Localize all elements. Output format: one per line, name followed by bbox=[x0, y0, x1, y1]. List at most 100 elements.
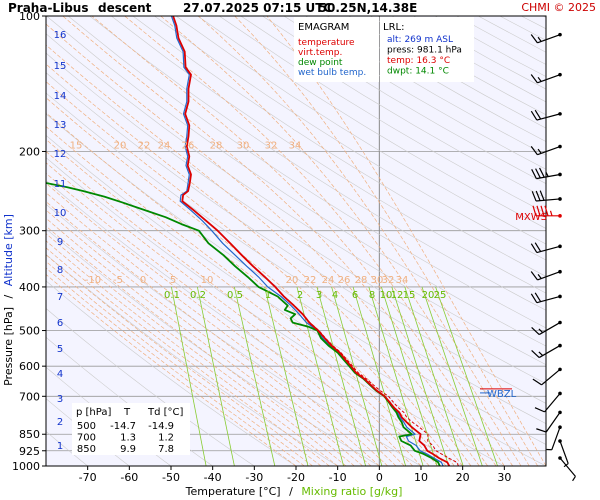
adiabat-value-label: 34 bbox=[289, 140, 302, 151]
marker-wbzl: WBZL bbox=[480, 388, 517, 400]
dry-adiabat-line bbox=[240, 16, 546, 199]
pressure-tick-label: 600 bbox=[19, 360, 40, 373]
wind-barb-feather bbox=[530, 293, 538, 303]
moist-adiabat-line bbox=[46, 192, 388, 466]
table-cell: -14.7 bbox=[110, 421, 136, 432]
moist-adiabat-line bbox=[46, 217, 363, 466]
svg-text:Temperature [°C] /: Temperature [°C] / Mixing ratio [g/kg] bbox=[185, 485, 403, 498]
wind-barb-station bbox=[558, 456, 562, 460]
table-cell: 500 bbox=[77, 421, 96, 432]
adiabat-value-label: 32 bbox=[265, 140, 278, 151]
dry-adiabat-line bbox=[132, 16, 546, 277]
adiabat-value-label: 10 bbox=[201, 275, 214, 286]
wind-barb-feather bbox=[530, 74, 538, 84]
temperature-tick-label: -20 bbox=[287, 471, 305, 484]
mixing-ratio-value-label: 32 bbox=[382, 275, 395, 286]
altitude-tick-label: 13 bbox=[54, 120, 67, 131]
wind-barb-station bbox=[558, 197, 562, 201]
dry-adiabat-line bbox=[46, 113, 546, 445]
dry-adiabat-line bbox=[586, 16, 600, 466]
wind-barb-station bbox=[558, 367, 562, 372]
dry-adiabat-line bbox=[219, 16, 546, 214]
temperature-tick-label: -60 bbox=[120, 471, 138, 484]
altitude-tick-label: 9 bbox=[57, 237, 63, 248]
dry-adiabat-line bbox=[46, 52, 546, 385]
header: Praha-Libus descent 27.07.2025 07:15 UTC… bbox=[8, 1, 596, 15]
wind-barb bbox=[530, 72, 562, 84]
mixing-ratio-value-label: 0.1 bbox=[164, 290, 180, 301]
moist-adiabat-line bbox=[46, 201, 380, 466]
mixing-ratio-value-label: 15 bbox=[403, 290, 416, 301]
x-axis-separator: / bbox=[289, 485, 293, 498]
dry-adiabat-line bbox=[542, 16, 546, 18]
mixing-ratio-value-label: 0.5 bbox=[227, 290, 243, 301]
table-cell: 7.8 bbox=[158, 444, 174, 455]
wind-barb-staff bbox=[559, 440, 569, 464]
mixing-ratio-value-label: 1 bbox=[265, 290, 271, 301]
moist-adiabat-line bbox=[46, 273, 297, 466]
wind-barb-station bbox=[558, 294, 562, 299]
mixing-ratio-value-label: 30 bbox=[371, 275, 384, 286]
moist-adiabat-line bbox=[46, 44, 480, 466]
dry-adiabat-line bbox=[154, 16, 546, 261]
wind-barb-station bbox=[558, 144, 562, 149]
table-cell: 1.3 bbox=[120, 433, 136, 444]
wind-barb-station bbox=[558, 425, 562, 430]
wind-barb-staff bbox=[545, 412, 561, 433]
table-cell: 1.2 bbox=[158, 433, 174, 444]
wind-barb bbox=[530, 292, 562, 304]
moist-adiabat-line bbox=[46, 267, 305, 466]
wind-barb-station bbox=[558, 343, 562, 348]
table-cell: 700 bbox=[77, 433, 96, 444]
wind-barb-feather bbox=[531, 326, 540, 335]
moist-adiabat-line bbox=[46, 182, 397, 466]
mixing-ratio-line bbox=[435, 286, 498, 466]
adiabat-value-label: -5 bbox=[113, 275, 123, 286]
moist-adiabat-line bbox=[198, 16, 530, 466]
dry-adiabat-line bbox=[46, 308, 255, 466]
moist-adiabat-line bbox=[124, 16, 513, 466]
wind-barb-staff bbox=[536, 245, 561, 254]
mixing-ratio-value-label: 28 bbox=[355, 275, 368, 286]
wind-barb-station bbox=[558, 391, 562, 396]
wind-barb bbox=[546, 425, 562, 451]
wind-barb bbox=[531, 167, 562, 180]
wind-barb-feather bbox=[539, 167, 545, 178]
mixing-ratio-value-label: 20 bbox=[422, 290, 435, 301]
temperature-tick-label: -50 bbox=[162, 471, 180, 484]
dry-adiabat-line bbox=[46, 431, 88, 466]
wind-barb-feather bbox=[530, 34, 538, 44]
adiabat-value-label: 5 bbox=[170, 275, 176, 286]
wind-barb-station bbox=[558, 269, 562, 274]
wind-barb-station bbox=[558, 72, 562, 77]
altitude-tick-label: 15 bbox=[54, 61, 67, 72]
pressure-tick-label: 850 bbox=[19, 428, 40, 441]
wind-barb-half-feather bbox=[538, 328, 544, 333]
wind-barb-feather bbox=[530, 243, 538, 253]
temperature-tick-label: 20 bbox=[456, 471, 470, 484]
dry-adiabat-line bbox=[175, 16, 546, 245]
mixing-ratio-line bbox=[171, 286, 207, 466]
marker-mxws-label: MXWS bbox=[515, 212, 547, 223]
table-header-cell: p [hPa] bbox=[76, 407, 111, 418]
wind-barb bbox=[532, 367, 562, 386]
svg-text:Pressure [hPa] / A: Pressure [hPa] / Altitude [km] bbox=[2, 214, 15, 386]
wind-barb-station bbox=[558, 112, 562, 116]
station-name: Praha-Libus bbox=[8, 1, 88, 15]
wind-barb-half-feather bbox=[537, 36, 542, 42]
wind-barb bbox=[530, 109, 562, 121]
moist-adiabat-line bbox=[46, 247, 330, 466]
temperature-tick-label: -30 bbox=[245, 471, 263, 484]
mixing-ratio-value-label: 10 bbox=[380, 290, 393, 301]
altitude-tick-label: 4 bbox=[57, 369, 63, 380]
summary-table-box bbox=[72, 403, 190, 455]
level-markers: MXWS WBZL bbox=[480, 212, 547, 400]
mixing-ratio-value-label: 2 bbox=[297, 290, 303, 301]
adiabat-value-label: 0 bbox=[140, 275, 146, 286]
wind-barb-half-feather bbox=[549, 210, 553, 216]
dry-adiabat-line bbox=[111, 16, 546, 294]
moist-adiabat-line bbox=[46, 81, 463, 466]
wind-barb bbox=[531, 320, 562, 336]
moist-adiabat-line bbox=[46, 63, 472, 466]
